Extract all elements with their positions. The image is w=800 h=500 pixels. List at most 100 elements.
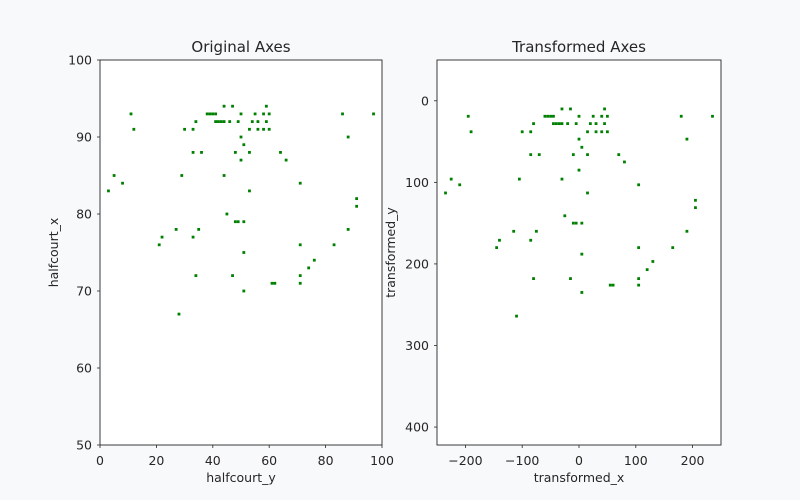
y-axis-label: halfcourt_x	[46, 218, 61, 288]
data-point	[253, 112, 257, 116]
data-point	[608, 283, 612, 287]
data-point	[651, 260, 655, 263]
data-point	[580, 145, 584, 149]
data-point	[466, 114, 470, 118]
data-point	[566, 122, 570, 126]
data-point	[560, 122, 564, 126]
chart-title: Original Axes	[191, 38, 290, 56]
y-tick-label: 300	[405, 338, 429, 353]
data-point	[298, 181, 302, 185]
data-point	[515, 314, 518, 318]
x-tick-label: 0	[575, 453, 583, 468]
data-point	[571, 153, 575, 157]
y-tick-label: 400	[405, 420, 429, 435]
data-point	[694, 198, 697, 202]
data-point	[242, 251, 246, 254]
data-point	[577, 137, 581, 141]
data-point	[262, 127, 265, 131]
data-point	[469, 130, 473, 134]
data-point	[637, 277, 641, 280]
data-point	[449, 177, 453, 181]
data-point	[560, 177, 564, 181]
data-point	[174, 228, 178, 231]
data-point	[214, 112, 218, 116]
data-point	[194, 274, 198, 277]
data-point	[256, 127, 260, 131]
data-point	[219, 120, 223, 123]
data-point	[543, 114, 547, 118]
data-point	[236, 120, 240, 123]
data-point	[225, 212, 229, 216]
data-point	[574, 221, 578, 225]
data-point	[242, 143, 246, 147]
transformed-axes-panel: −200 −100 0 100 200 0 100 200 300 400 Transformed …	[383, 38, 722, 485]
points-group	[444, 107, 714, 318]
data-point	[248, 189, 251, 193]
data-point	[532, 277, 535, 280]
data-point	[603, 107, 606, 111]
data-point	[242, 220, 246, 224]
data-point	[208, 112, 212, 116]
data-point	[211, 112, 215, 116]
y-tick-label: 50	[76, 438, 92, 453]
data-point	[552, 122, 555, 126]
x-tick-label: 100	[624, 453, 648, 468]
data-point	[577, 114, 581, 118]
data-point	[679, 114, 683, 118]
data-point	[355, 204, 359, 208]
data-point	[214, 120, 218, 123]
data-point	[685, 137, 689, 141]
x-tick-label: 100	[370, 453, 394, 468]
data-point	[594, 130, 598, 134]
data-point	[262, 112, 265, 116]
data-point	[557, 122, 561, 126]
x-tick-label: −100	[505, 453, 539, 468]
data-point	[222, 104, 226, 108]
data-point	[191, 235, 195, 239]
data-point	[341, 112, 344, 116]
data-point	[535, 229, 538, 233]
data-point	[600, 114, 604, 118]
data-point	[200, 151, 203, 154]
data-point	[580, 291, 584, 294]
chart-title: Transformed Axes	[511, 38, 646, 56]
data-point	[549, 114, 552, 118]
data-point	[611, 283, 615, 287]
data-point	[242, 289, 246, 293]
data-point	[594, 122, 598, 126]
data-point	[355, 197, 359, 200]
y-axis-label: transformed_y	[383, 207, 398, 298]
data-point	[520, 130, 524, 134]
data-point	[160, 235, 164, 239]
data-point	[298, 281, 302, 285]
data-point	[517, 177, 521, 181]
data-point	[231, 104, 234, 108]
data-point	[529, 130, 533, 134]
data-point	[546, 114, 550, 118]
data-point	[588, 122, 592, 126]
data-point	[205, 112, 209, 116]
data-point	[107, 189, 110, 193]
data-point	[574, 122, 578, 126]
x-axis-label: transformed_x	[534, 470, 625, 485]
data-point	[603, 122, 606, 126]
data-point	[239, 135, 243, 139]
data-point	[444, 191, 447, 195]
x-axis-label: halfcourt_y	[206, 470, 276, 485]
data-point	[529, 153, 533, 157]
data-point	[279, 151, 282, 154]
data-point	[307, 266, 311, 270]
data-point	[239, 112, 243, 116]
data-point	[236, 220, 240, 224]
data-point	[637, 283, 641, 287]
data-point	[177, 312, 181, 316]
data-point	[180, 174, 184, 177]
x-tick-label: 200	[681, 453, 705, 468]
y-tick-label: 60	[76, 361, 92, 376]
data-point	[194, 120, 198, 123]
x-tick-label: −200	[448, 453, 482, 468]
data-point	[637, 246, 641, 250]
data-point	[623, 160, 626, 164]
axes-frame	[99, 59, 383, 446]
